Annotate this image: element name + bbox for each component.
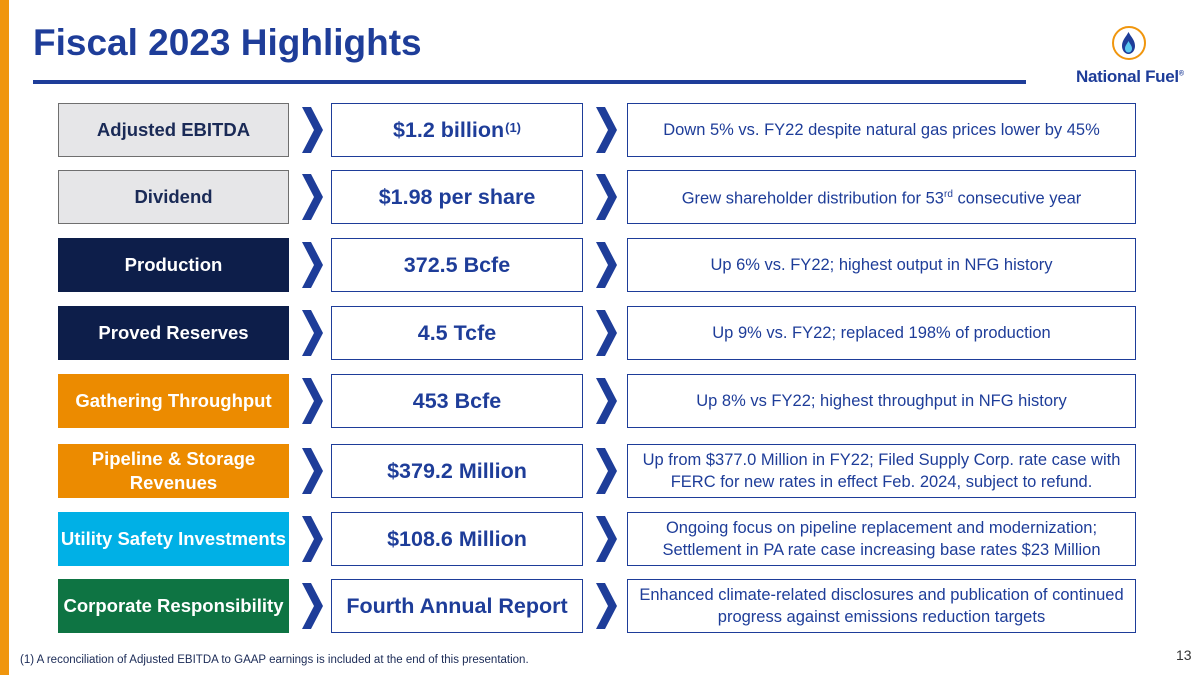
logo-wordmark: National Fuel® [1076, 67, 1184, 86]
chevron-right-icon [300, 583, 324, 629]
chevron-right-icon [594, 378, 618, 424]
chevron-right-icon [594, 516, 618, 562]
chevron-right-icon [300, 378, 324, 424]
metric-description: Grew shareholder distribution for 53rd c… [627, 170, 1136, 224]
highlight-row: Dividend $1.98 per share Grew shareholder … [58, 170, 1136, 224]
chevron-right-icon [594, 107, 618, 153]
metric-label: Dividend [58, 170, 289, 224]
metric-value: $379.2 Million [331, 444, 583, 498]
metric-value: $108.6 Million [331, 512, 583, 566]
chevron-right-icon [300, 107, 324, 153]
metric-label: Proved Reserves [58, 306, 289, 360]
metric-value: $1.2 billion (1) [331, 103, 583, 157]
page-title: Fiscal 2023 Highlights [33, 22, 422, 63]
highlight-row: Gathering Throughput 453 Bcfe Up 8% vs FY2… [58, 374, 1136, 428]
metric-description: Up 8% vs FY22; highest throughput in NFG… [627, 374, 1136, 428]
metric-description: Enhanced climate-related disclosures and… [627, 579, 1136, 633]
chevron-right-icon [594, 448, 618, 494]
flame-icon [1112, 26, 1146, 60]
metric-value: 4.5 Tcfe [331, 306, 583, 360]
chevron-right-icon [594, 174, 618, 220]
footnote-marker: (1) [505, 119, 521, 135]
metric-value: $1.98 per share [331, 170, 583, 224]
highlight-row: Adjusted EBITDA $1.2 billion (1) Down 5% vs… [58, 103, 1136, 157]
chevron-right-icon [300, 448, 324, 494]
highlight-row: Corporate Responsibility Fourth Annual Re… [58, 579, 1136, 633]
metric-label: Pipeline & Storage Revenues [58, 444, 289, 498]
company-logo: National Fuel® [1072, 26, 1187, 88]
highlight-row: Production 372.5 Bcfe Up 6% vs. FY22; high… [58, 238, 1136, 292]
metric-label: Gathering Throughput [58, 374, 289, 428]
left-accent-bar [0, 0, 9, 675]
chevron-right-icon [300, 174, 324, 220]
footnote: (1) A reconciliation of Adjusted EBITDA … [20, 654, 529, 666]
chevron-right-icon [300, 516, 324, 562]
metric-label: Production [58, 238, 289, 292]
metric-value: 453 Bcfe [331, 374, 583, 428]
metric-description: Down 5% vs. FY22 despite natural gas pri… [627, 103, 1136, 157]
metric-description: Up 6% vs. FY22; highest output in NFG hi… [627, 238, 1136, 292]
page-number: 13 [1176, 647, 1192, 663]
metric-label: Adjusted EBITDA [58, 103, 289, 157]
metric-value: Fourth Annual Report [331, 579, 583, 633]
title-divider [33, 80, 1026, 84]
chevron-right-icon [300, 310, 324, 356]
chevron-right-icon [300, 242, 324, 288]
chevron-right-icon [594, 583, 618, 629]
highlight-row: Utility Safety Investments $108.6 Million… [58, 512, 1136, 566]
metric-label: Corporate Responsibility [58, 579, 289, 633]
metric-value: 372.5 Bcfe [331, 238, 583, 292]
metric-description: Ongoing focus on pipeline replacement an… [627, 512, 1136, 566]
highlight-row: Pipeline & Storage Revenues $379.2 Millio… [58, 444, 1136, 498]
metric-description: Up from $377.0 Million in FY22; Filed Su… [627, 444, 1136, 498]
metric-description: Up 9% vs. FY22; replaced 198% of product… [627, 306, 1136, 360]
chevron-right-icon [594, 242, 618, 288]
metric-label: Utility Safety Investments [58, 512, 289, 566]
chevron-right-icon [594, 310, 618, 356]
highlight-row: Proved Reserves 4.5 Tcfe Up 9% vs. FY22; r… [58, 306, 1136, 360]
